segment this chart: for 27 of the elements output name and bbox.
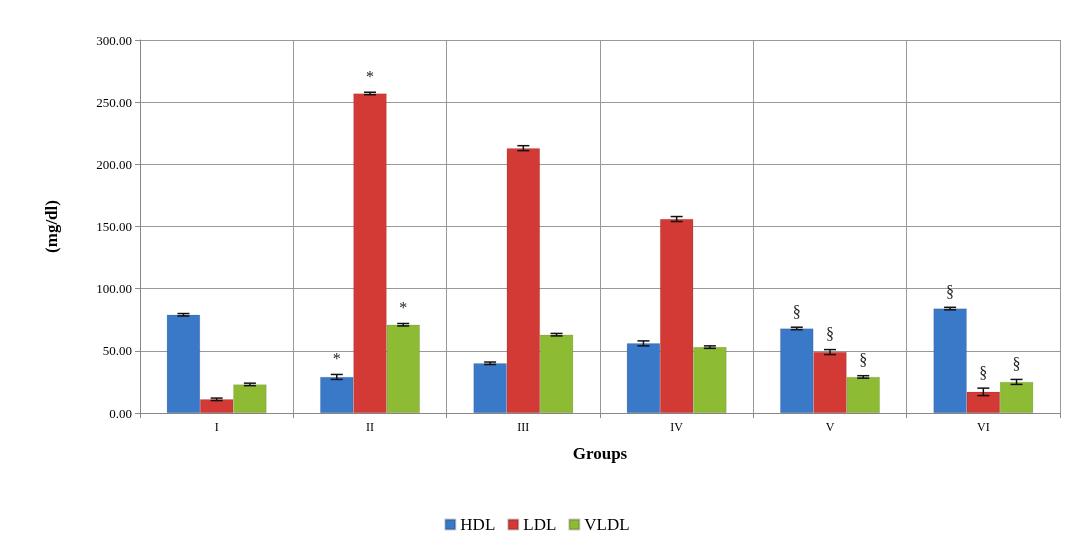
x-axis-title: Groups [572, 444, 628, 463]
y-axis-title: (mg/dl) [42, 200, 61, 253]
y-tick-label: 200.00 [96, 156, 132, 172]
y-tick-label: 50.00 [102, 343, 132, 359]
annotation: § [792, 302, 801, 320]
x-tick-label: VI [977, 420, 990, 434]
y-tick-label: 0.00 [109, 405, 132, 421]
x-tick-label: III [517, 420, 530, 434]
x-tick-label: II [366, 420, 374, 434]
y-tick-label: 150.00 [96, 219, 132, 234]
annotation: * [366, 67, 374, 85]
annotation: § [979, 363, 988, 381]
annotation: * [332, 349, 341, 367]
legend-label: LDL [523, 515, 557, 534]
annotation: § [826, 325, 834, 343]
y-tick-label: 250.00 [96, 94, 132, 110]
annotation: § [1012, 354, 1021, 372]
x-tick-label: V [825, 420, 835, 434]
legend-label: VLDL [584, 515, 630, 534]
annotation: § [946, 282, 955, 300]
x-tick-label: IV [670, 420, 684, 434]
x-tick-label: I [214, 420, 219, 434]
annotation: * [399, 298, 408, 316]
y-tick-label: 300.00 [96, 32, 132, 48]
y-tick-label: 100.00 [96, 281, 132, 297]
annotation: § [859, 351, 868, 369]
legend-label: HDL [460, 515, 496, 534]
